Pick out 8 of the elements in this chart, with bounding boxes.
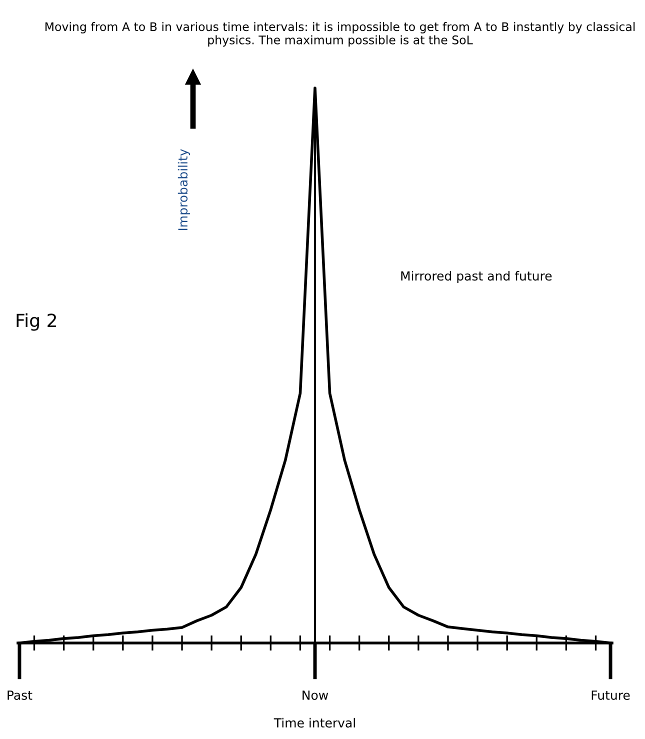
annotation: Mirrored past and future bbox=[401, 270, 552, 284]
y-axis-title: Improbability bbox=[178, 149, 190, 230]
x-tick-label: Now bbox=[302, 690, 328, 700]
annotation: Fig 2 bbox=[16, 313, 56, 331]
chart-title: Moving from A to B in various time intervals: it is impossible to get from A to B instantly by classical physics. The maximum possible is at the SoL bbox=[45, 22, 635, 47]
x-tick-label: Past bbox=[8, 690, 32, 700]
x-axis-title: Time interval bbox=[274, 718, 355, 728]
x-tick-label: Future bbox=[592, 690, 630, 700]
